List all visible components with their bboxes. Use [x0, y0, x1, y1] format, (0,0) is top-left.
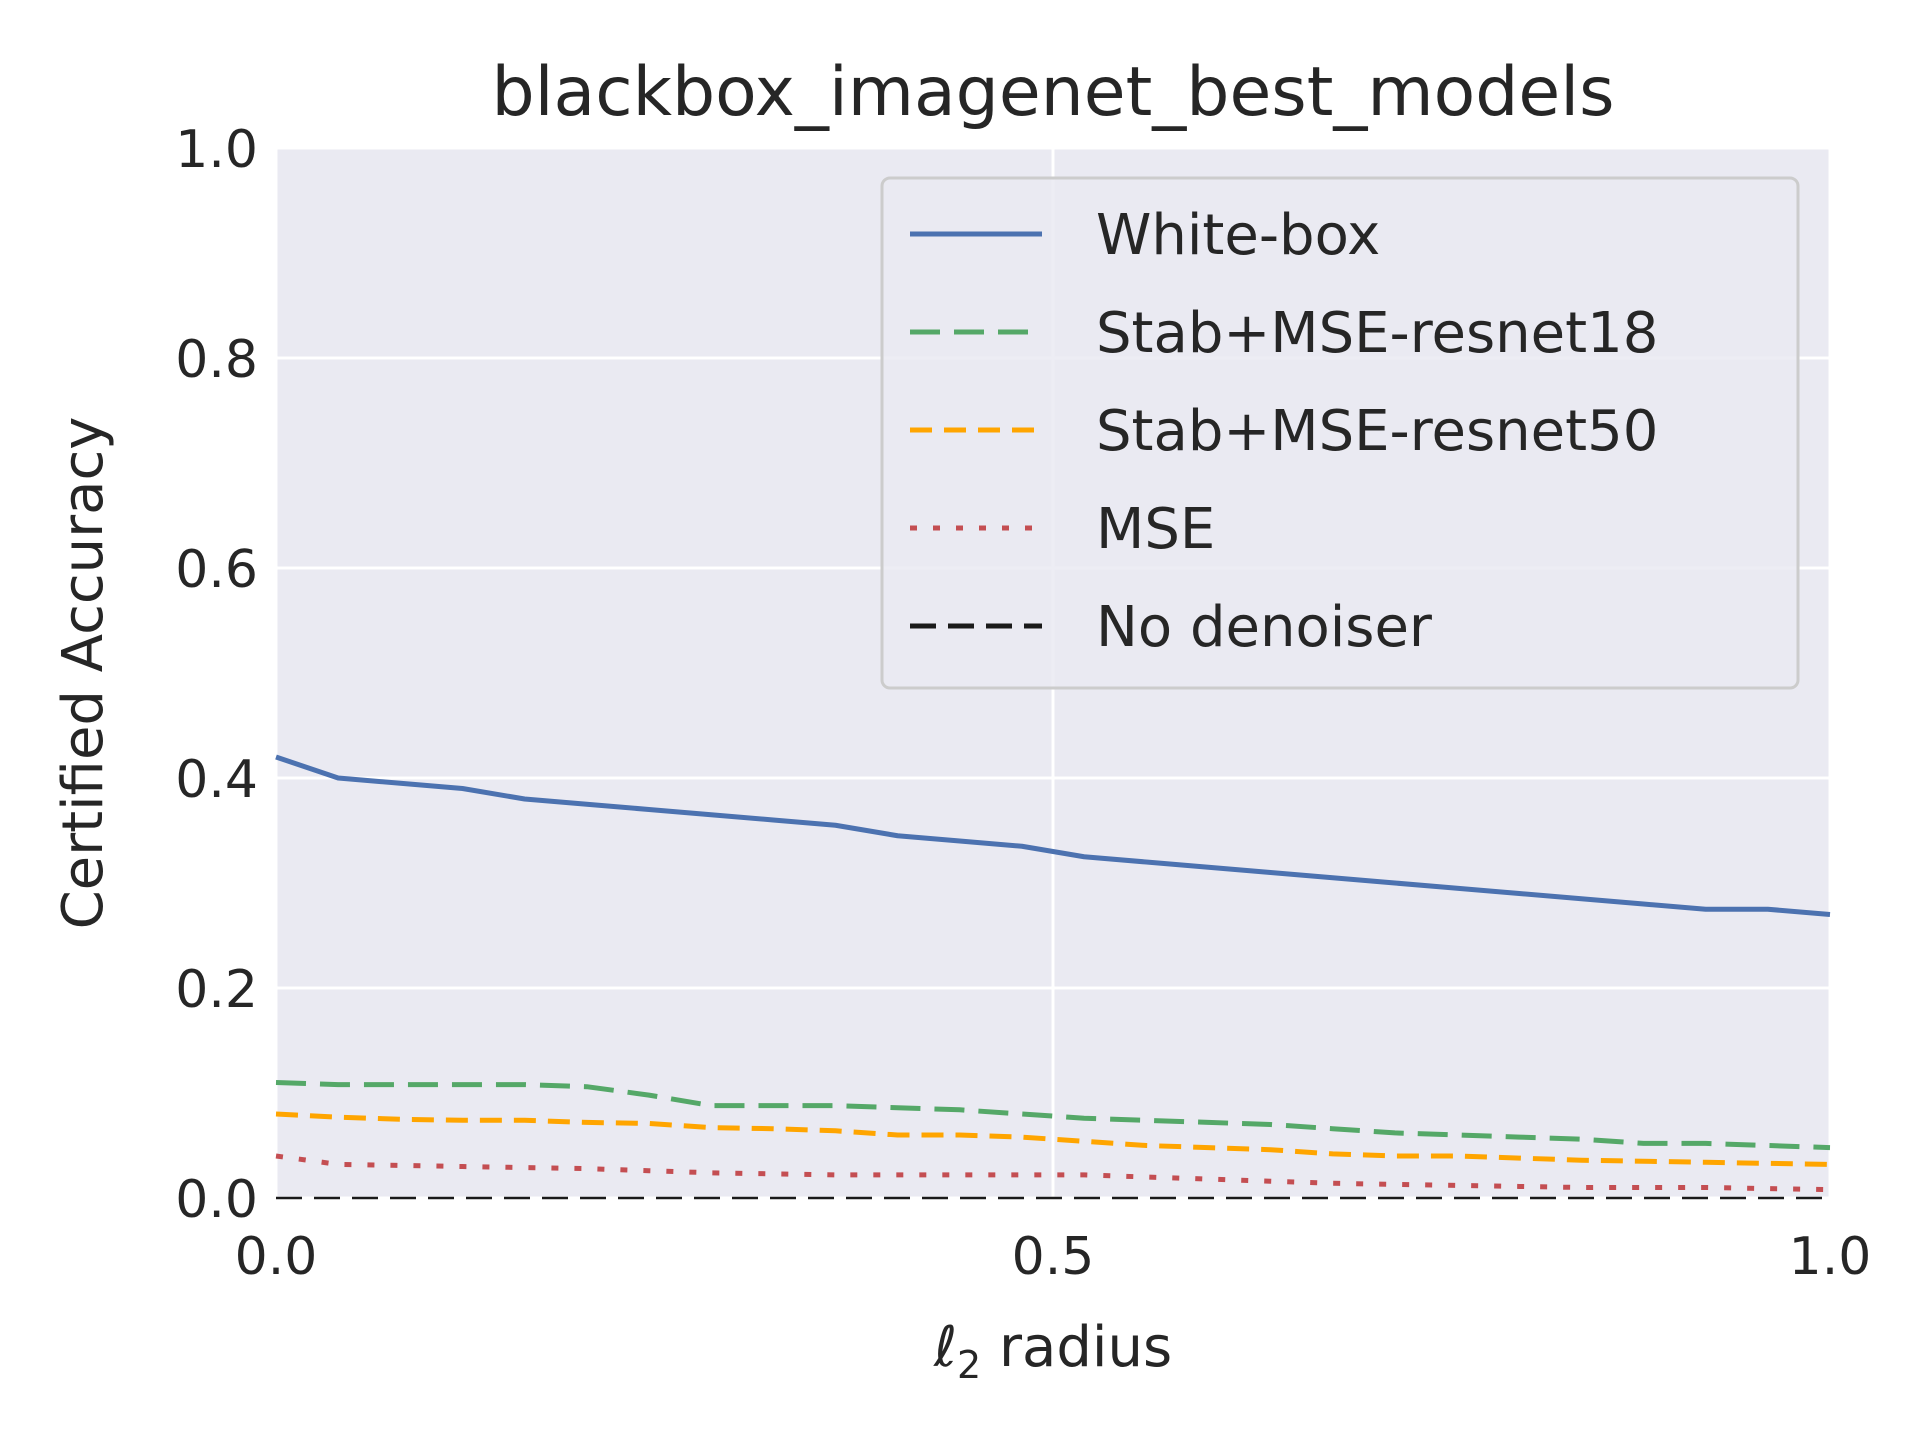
y-tick-label: 0.8: [175, 330, 258, 390]
legend-label: White-box: [1096, 203, 1380, 268]
y-tick-label: 0.6: [175, 540, 258, 600]
chart-title: blackbox_imagenet_best_models: [491, 53, 1614, 132]
y-tick-label: 1.0: [175, 120, 258, 180]
y-tick-label: 0.0: [175, 1170, 258, 1230]
series-line-mse: [275, 1153, 1831, 1193]
x-axis-label: ℓ2 radius: [933, 1315, 1172, 1387]
series-line-white-box: [275, 754, 1831, 917]
y-axis-label: Certified Accuracy: [51, 417, 116, 930]
legend-box: [880, 176, 1800, 690]
series-line-stab-mse-resnet50: [275, 1111, 1831, 1167]
x-tick-label: 0.0: [235, 1227, 318, 1287]
legend: White-box Stab+MSE-resnet18 Stab+MSE-resne…: [880, 176, 1800, 690]
x-tick-label: 1.0: [1789, 1227, 1872, 1287]
series-line-stab-mse-resnet18: [275, 1080, 1831, 1151]
legend-label: No denoiser: [1096, 595, 1433, 660]
legend-label: Stab+MSE-resnet18: [1096, 301, 1658, 366]
y-tick-label: 0.4: [175, 750, 258, 810]
legend-label: MSE: [1096, 497, 1215, 562]
axis-ticks: 0.0 0.2 0.4 0.6 0.8 1.0 0.0 0.5 1.0: [175, 120, 1871, 1287]
x-tick-label: 0.5: [1012, 1227, 1095, 1287]
series-lines: [275, 754, 1831, 1200]
y-tick-label: 0.2: [175, 960, 258, 1020]
legend-label: Stab+MSE-resnet50: [1096, 399, 1658, 464]
